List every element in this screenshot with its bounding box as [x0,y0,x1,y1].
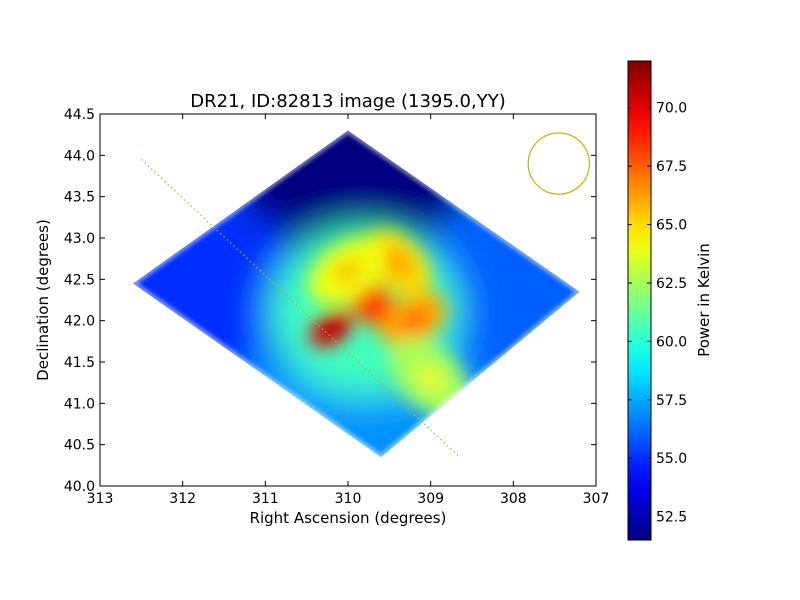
x-tick-label: 309 [417,491,444,507]
y-tick-label: 41.0 [64,396,95,412]
x-tick-label: 310 [335,491,362,507]
footprint-region [133,130,580,458]
y-tick-label: 40.5 [64,438,95,454]
colorbar-label: Power in Kelvin [695,243,713,357]
x-axis-ticks: 313 312 311 310 309 308 307 [87,114,610,507]
hotspot-3 [384,250,411,276]
y-tick-label: 43.5 [64,190,95,206]
colorbar-tick-label: 57.5 [656,393,687,409]
heatmap-overlays [140,132,590,458]
hotspot-1 [360,291,386,317]
chart-title: DR21, ID:82813 image (1395.0,YY) [190,91,505,112]
colorbar [627,60,652,541]
x-axis-label: Right Ascension (degrees) [250,509,447,527]
colorbar-ticks: 52.5 55.0 57.5 60.0 62.5 65.0 67.5 70.0 [628,101,687,526]
hotspot-4 [334,259,362,283]
scan-line [140,159,461,458]
hotspot-2 [400,309,429,332]
edge-region-3 [133,195,304,376]
y-tick-label: 43.0 [64,231,95,247]
y-tick-label: 44.0 [64,148,95,164]
colorbar-tick-label: 70.0 [656,101,687,117]
y-axis-ticks: 40.0 40.5 41.0 41.5 42.0 42.5 43.0 43.5 44.0 44.5 [64,107,596,495]
colorbar-tick-label: 55.0 [656,451,687,467]
edge-region-0 [230,130,471,256]
edge-region-1 [411,201,580,382]
footprint-edge [128,127,584,461]
y-tick-label: 40.0 [64,479,95,495]
x-tick-label: 311 [252,491,279,507]
y-tick-label: 42.5 [64,272,95,288]
y-tick-label: 44.5 [64,107,95,123]
x-tick-label: 312 [169,491,196,507]
beam-circle [527,132,590,195]
hotspot-5 [418,365,444,392]
hotspot-0 [317,317,346,341]
heatmap-image [128,127,584,461]
y-tick-label: 41.5 [64,355,95,371]
x-tick-label: 313 [87,491,114,507]
x-tick-label: 307 [583,491,610,507]
colorbar-tick-label: 60.0 [656,334,687,350]
y-tick-label: 42.0 [64,314,95,330]
colorbar-tick-label: 62.5 [656,276,687,292]
colorbar-tick-label: 52.5 [656,510,687,526]
y-axis-label: Declination (degrees) [34,219,52,381]
colorbar-tick-label: 65.0 [656,218,687,234]
x-tick-label: 308 [500,491,527,507]
colorbar-tick-label: 67.5 [656,159,687,175]
